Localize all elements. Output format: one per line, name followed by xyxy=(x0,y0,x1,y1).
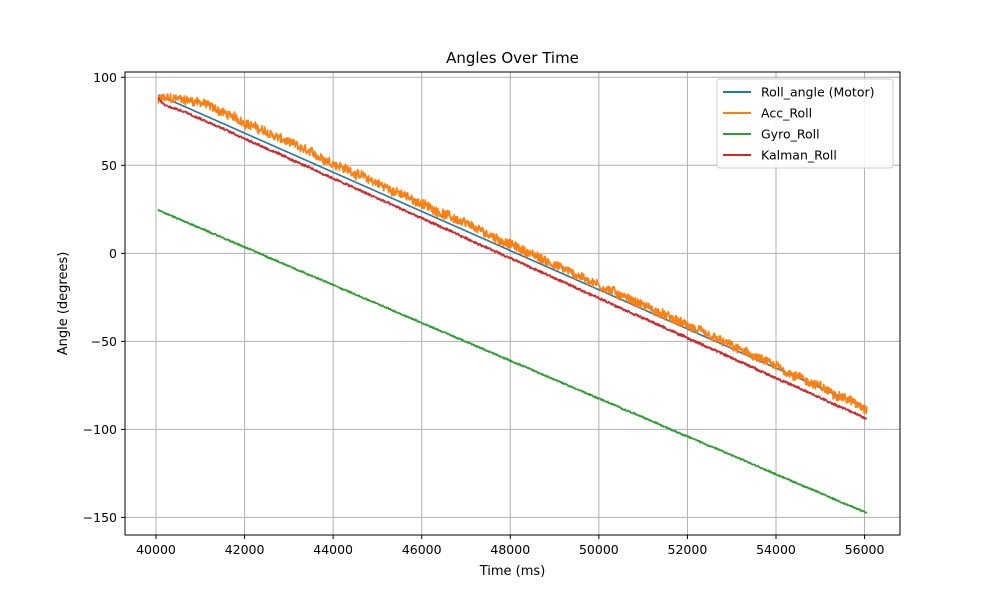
legend: Roll_angle (Motor) Acc_Roll Gyro_Roll Kalma… xyxy=(716,78,894,169)
y-tick-label: 50 xyxy=(101,158,117,173)
x-tick-label: 56000 xyxy=(845,542,885,557)
y-tick-label: 0 xyxy=(109,246,117,261)
chart-title: Angles Over Time xyxy=(446,49,579,67)
x-tick-label: 44000 xyxy=(313,542,353,557)
x-tick-label: 42000 xyxy=(225,542,265,557)
x-tick-label: 54000 xyxy=(756,542,796,557)
legend-label: Acc_Roll xyxy=(761,106,812,121)
x-axis-label: Time (ms) xyxy=(479,564,546,579)
legend-label: Gyro_Roll xyxy=(761,127,820,142)
series-line-gyro-roll xyxy=(157,208,868,514)
y-tick-label: 100 xyxy=(93,70,117,85)
series-line-acc-roll xyxy=(157,92,868,415)
y-axis-label: Angle (degrees) xyxy=(56,252,71,356)
x-tick-label: 40000 xyxy=(136,542,176,557)
y-tick-label: −150 xyxy=(83,510,117,525)
legend-label: Kalman_Roll xyxy=(761,148,837,163)
x-tick-label: 46000 xyxy=(402,542,442,557)
y-tick-label: −100 xyxy=(83,422,117,437)
plot-frame xyxy=(124,71,901,536)
x-tick-label: 48000 xyxy=(490,542,530,557)
series-line-kalman-roll xyxy=(157,97,868,420)
y-tick-label: −50 xyxy=(91,334,117,349)
legend-label: Roll_angle (Motor) xyxy=(761,85,875,100)
x-tick-label: 52000 xyxy=(668,542,708,557)
series-layer xyxy=(157,92,868,514)
x-tick-label: 50000 xyxy=(579,542,619,557)
ticks-layer: 40000 42000 44000 46000 48000 50000 52000 54000… xyxy=(83,70,885,557)
legend-box xyxy=(716,78,894,169)
